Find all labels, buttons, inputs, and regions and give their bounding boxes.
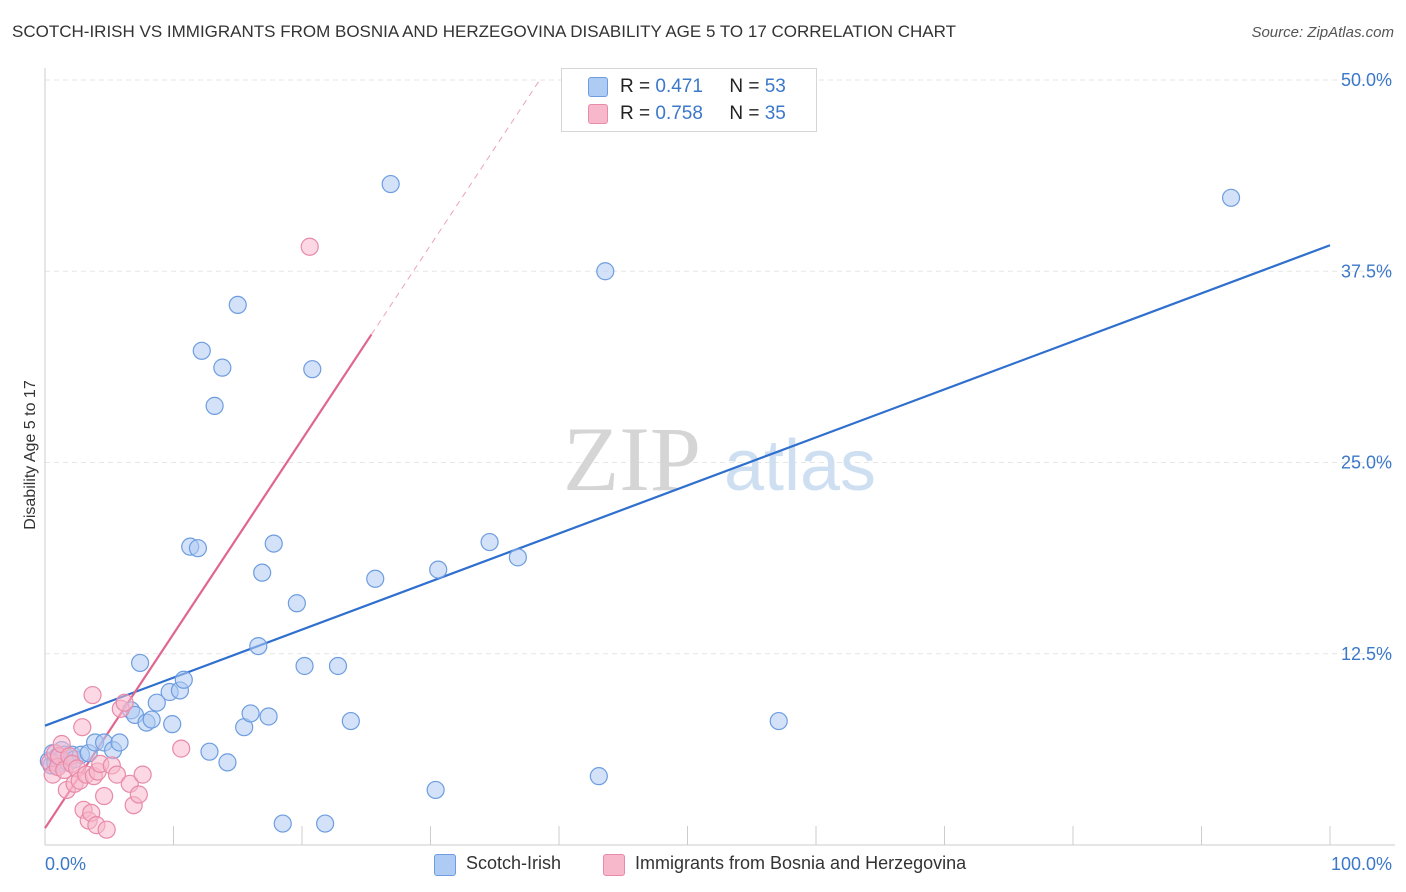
data-point-scotch-irish xyxy=(174,670,193,689)
data-point-scotch-irish xyxy=(218,753,237,772)
axes xyxy=(44,68,1395,846)
data-point-scotch-irish xyxy=(769,711,788,731)
data-point-scotch-irish xyxy=(589,767,608,786)
x-tick-label: 0.0% xyxy=(45,854,86,874)
data-point-scotch-irish xyxy=(213,358,232,377)
watermark-zip: ZIP xyxy=(563,408,701,510)
series-legend: Scotch-Irish Immigrants from Bosnia and … xyxy=(0,852,1406,878)
legend-label: Immigrants from Bosnia and Herzegovina xyxy=(635,853,967,873)
data-point-scotch-irish xyxy=(381,174,400,194)
legend-r-value: 0.758 xyxy=(655,103,703,124)
data-point-scotch-irish xyxy=(264,534,283,553)
legend-swatch-blue xyxy=(434,854,456,876)
trend-line-extension-1 xyxy=(370,79,541,335)
source-credit: Source: ZipAtlas.com xyxy=(1251,24,1394,41)
data-point-bosnia xyxy=(95,786,114,806)
legend-n-value: 35 xyxy=(764,103,786,124)
data-point-bosnia xyxy=(129,785,148,804)
data-point-scotch-irish xyxy=(366,569,385,588)
y-axis-label: Disability Age 5 to 17 xyxy=(22,380,39,530)
x-tick-label: 100.0% xyxy=(1331,854,1392,874)
data-point-scotch-irish xyxy=(200,742,219,761)
data-point-scotch-irish xyxy=(228,295,247,315)
data-point-scotch-irish xyxy=(142,710,161,729)
data-point-bosnia xyxy=(73,718,92,737)
data-point-bosnia xyxy=(133,765,152,784)
data-point-scotch-irish xyxy=(480,532,499,552)
data-point-bosnia xyxy=(97,820,116,839)
data-point-bosnia xyxy=(83,685,102,705)
data-point-scotch-irish xyxy=(295,656,314,676)
data-point-scotch-irish xyxy=(341,711,360,731)
y-tick-label: 50.0% xyxy=(1341,70,1392,90)
legend-r-label: R = xyxy=(620,76,651,97)
data-points xyxy=(39,174,1241,839)
y-tick-label: 37.5% xyxy=(1341,261,1392,281)
data-point-scotch-irish xyxy=(163,715,182,734)
data-point-scotch-irish xyxy=(303,360,322,379)
data-point-scotch-irish xyxy=(249,636,268,656)
legend-r-value: 0.471 xyxy=(655,76,703,97)
data-point-scotch-irish xyxy=(426,780,445,800)
data-point-scotch-irish xyxy=(316,814,335,833)
data-point-scotch-irish xyxy=(429,560,448,579)
data-point-bosnia xyxy=(107,765,127,784)
chart-title: SCOTCH-IRISH VS IMMIGRANTS FROM BOSNIA A… xyxy=(12,22,956,41)
data-point-bosnia xyxy=(172,739,191,758)
legend-label: Scotch-Irish xyxy=(466,853,562,873)
data-point-scotch-irish xyxy=(287,594,306,613)
correlation-legend: R = 0.471 N = 53 R = 0.758 N = 35 xyxy=(561,68,817,132)
grid-lines xyxy=(45,79,1395,655)
data-point-scotch-irish xyxy=(259,707,278,726)
legend-n-label: N = xyxy=(729,103,760,124)
tick-labels: 12.5% 25.0% 37.5% 50.0% 0.0% 100.0% xyxy=(45,70,1392,874)
y-tick-label: 12.5% xyxy=(1341,644,1392,664)
data-point-scotch-irish xyxy=(192,341,211,360)
data-point-scotch-irish xyxy=(188,539,208,558)
legend-swatch-blue xyxy=(588,77,608,97)
legend-r-label: R = xyxy=(620,103,651,124)
data-point-scotch-irish xyxy=(273,814,292,833)
data-point-scotch-irish xyxy=(147,693,166,712)
watermark-atlas: atlas xyxy=(724,426,876,506)
data-point-scotch-irish xyxy=(328,656,348,676)
data-point-scotch-irish xyxy=(241,704,260,723)
y-tick-label: 25.0% xyxy=(1341,453,1392,473)
legend-swatch-pink xyxy=(588,104,608,124)
data-point-scotch-irish xyxy=(596,262,615,281)
data-point-scotch-irish xyxy=(1221,188,1241,207)
data-point-scotch-irish xyxy=(508,548,527,567)
watermark: ZIP atlas xyxy=(563,408,876,510)
data-point-scotch-irish xyxy=(130,653,150,673)
legend-n-label: N = xyxy=(729,76,760,97)
legend-n-value: 53 xyxy=(764,76,786,97)
data-point-scotch-irish xyxy=(110,733,129,752)
data-point-scotch-irish xyxy=(253,563,272,582)
data-point-scotch-irish xyxy=(205,396,224,415)
data-point-bosnia xyxy=(115,693,134,712)
legend-swatch-pink xyxy=(603,854,625,876)
data-point-bosnia xyxy=(300,237,319,256)
